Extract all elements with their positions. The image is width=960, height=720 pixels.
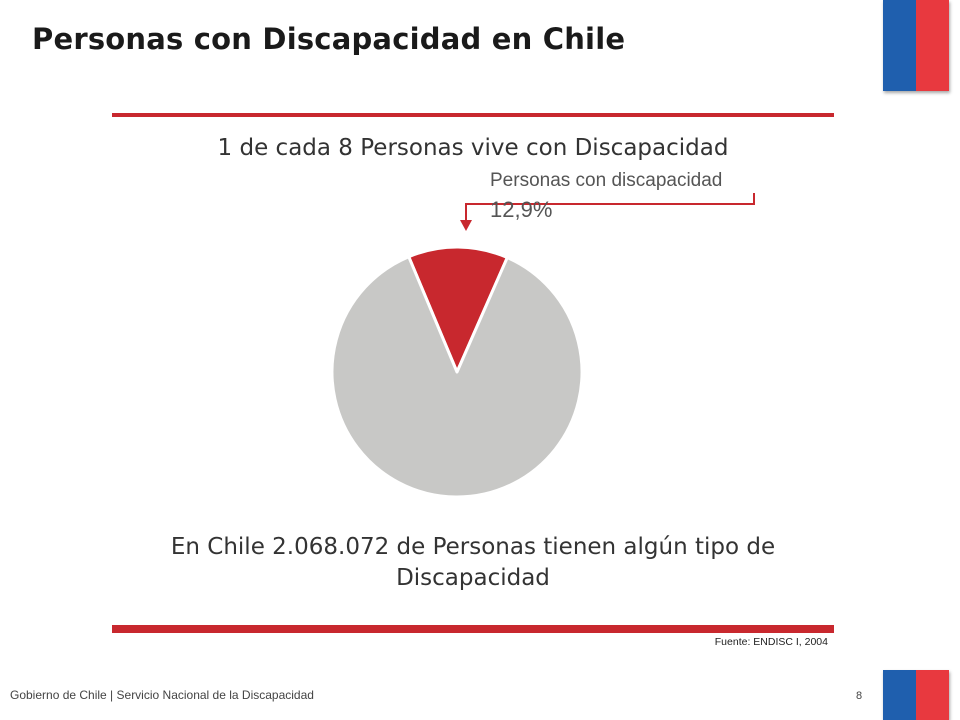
- chile-flag-logo: [883, 0, 949, 91]
- chile-flag-logo-small: [883, 670, 949, 720]
- bottom-divider: [112, 625, 834, 633]
- pie-slice-disability: [407, 245, 509, 374]
- pie-annotation: Personas con discapacidad 12,9%: [460, 170, 755, 231]
- population-statement: En Chile 2.068.072 de Personas tienen al…: [170, 534, 776, 591]
- annotation-leader-line: [465, 193, 755, 222]
- flag-blue-stripe: [883, 0, 916, 91]
- pie: [330, 245, 584, 499]
- flag-blue-stripe: [883, 670, 916, 720]
- flag-red-stripe: [916, 670, 949, 720]
- page-number: 8: [856, 690, 863, 702]
- slide-title: Personas con Discapacidad en Chile: [32, 22, 626, 56]
- pie-slice-rest: [330, 255, 584, 499]
- source-note: Fuente: ENDISC I, 2004: [714, 636, 828, 648]
- top-divider: [112, 113, 834, 117]
- annotation-arrow-head: [460, 220, 472, 231]
- annotation-value: 12,9%: [490, 197, 552, 222]
- headline: 1 de cada 8 Personas vive con Discapacid…: [217, 135, 729, 161]
- footer-text: Gobierno de Chile | Servicio Nacional de…: [10, 688, 314, 702]
- flag-red-stripe: [916, 0, 949, 91]
- annotation-label: Personas con discapacidad: [490, 170, 722, 191]
